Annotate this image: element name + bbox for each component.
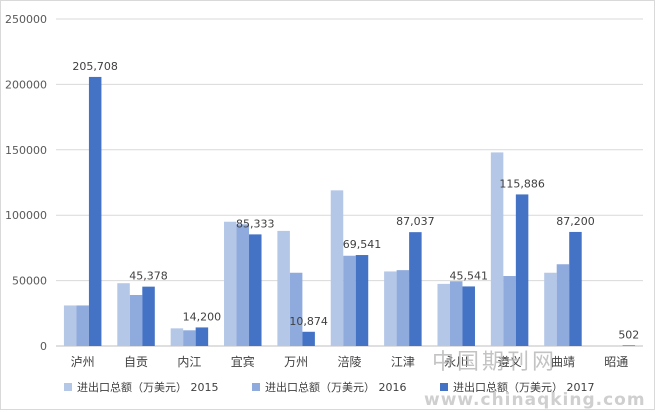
watermark-title: 中国期刊网	[432, 350, 558, 375]
bar-1-7	[437, 283, 450, 346]
data-label: 205,708	[72, 60, 118, 73]
x-tick-label: 万州	[284, 355, 308, 369]
data-label: 10,874	[289, 315, 328, 328]
bar-3-8	[515, 194, 529, 346]
bar-2-6	[396, 270, 410, 346]
y-tick-label: 250000	[5, 13, 47, 26]
bar-2-2	[183, 330, 196, 346]
watermark-url: www.chinaqking.com	[424, 390, 646, 410]
bar-3-1	[142, 286, 155, 346]
x-tick-label: 遵义	[498, 354, 522, 369]
bar-2-1	[129, 294, 143, 346]
x-tick-label: 宜宾	[231, 354, 255, 369]
data-label: 87,200	[556, 215, 595, 228]
legend-label-3: 进出口总额（万美元） 2017	[453, 380, 595, 394]
data-label: 85,333	[236, 217, 275, 230]
data-label: 502	[618, 328, 639, 341]
y-tick-label: 0	[40, 340, 47, 353]
bar-3-9	[569, 231, 582, 346]
bar-2-4	[289, 272, 303, 346]
legend-label-2: 进出口总额（万美元） 2016	[265, 380, 407, 394]
bar-3-0	[88, 76, 102, 347]
bar-2-7	[449, 281, 463, 346]
bar-3-5	[355, 255, 369, 346]
data-label: 87,037	[396, 215, 435, 228]
bar-3-3	[249, 234, 262, 346]
bar-3-6	[409, 232, 422, 346]
bar-3-4	[302, 331, 315, 346]
bar-3-10	[622, 345, 636, 346]
x-tick-label: 昭通	[604, 355, 628, 369]
x-tick-label: 江津	[391, 355, 415, 369]
bar-1-0	[63, 305, 77, 346]
x-tick-label: 涪陵	[337, 354, 361, 369]
bar-1-6	[384, 271, 397, 346]
bar-1-2	[170, 328, 184, 346]
y-tick-label: 200000	[5, 78, 47, 91]
bar-1-9	[544, 272, 557, 346]
bar-2-8	[503, 276, 516, 346]
data-label: 45,378	[129, 270, 168, 283]
y-tick-label: 150000	[5, 144, 47, 157]
data-label: 115,886	[499, 177, 545, 190]
x-tick-label: 曲靖	[551, 355, 575, 369]
bar-1-5	[330, 190, 344, 346]
x-tick-label: 泸州	[71, 355, 95, 369]
legend-label-1: 进出口总额（万美元） 2015	[77, 380, 219, 394]
bar-2-9	[556, 264, 570, 346]
y-tick-label: 100000	[5, 209, 47, 222]
bar-2-3	[236, 224, 250, 346]
bar-2-0	[76, 305, 89, 346]
x-tick-label: 永川	[444, 355, 468, 369]
bar-1-3	[224, 221, 237, 346]
data-label: 69,541	[343, 238, 382, 251]
legend-swatch-1	[64, 383, 72, 391]
bar-1-1	[117, 283, 130, 346]
bar-2-5	[343, 255, 356, 346]
x-tick-label: 自贡	[124, 355, 148, 369]
bar-1-8	[490, 152, 504, 346]
bar-3-7	[462, 286, 475, 346]
legend-swatch-2	[252, 383, 260, 391]
x-tick-label: 内江	[177, 355, 201, 369]
bar-3-2	[195, 327, 209, 346]
y-tick-label: 50000	[12, 275, 47, 288]
data-label: 45,541	[449, 269, 488, 282]
bar-1-4	[277, 230, 290, 346]
legend-swatch-3	[440, 383, 448, 391]
data-label: 14,200	[183, 310, 222, 323]
